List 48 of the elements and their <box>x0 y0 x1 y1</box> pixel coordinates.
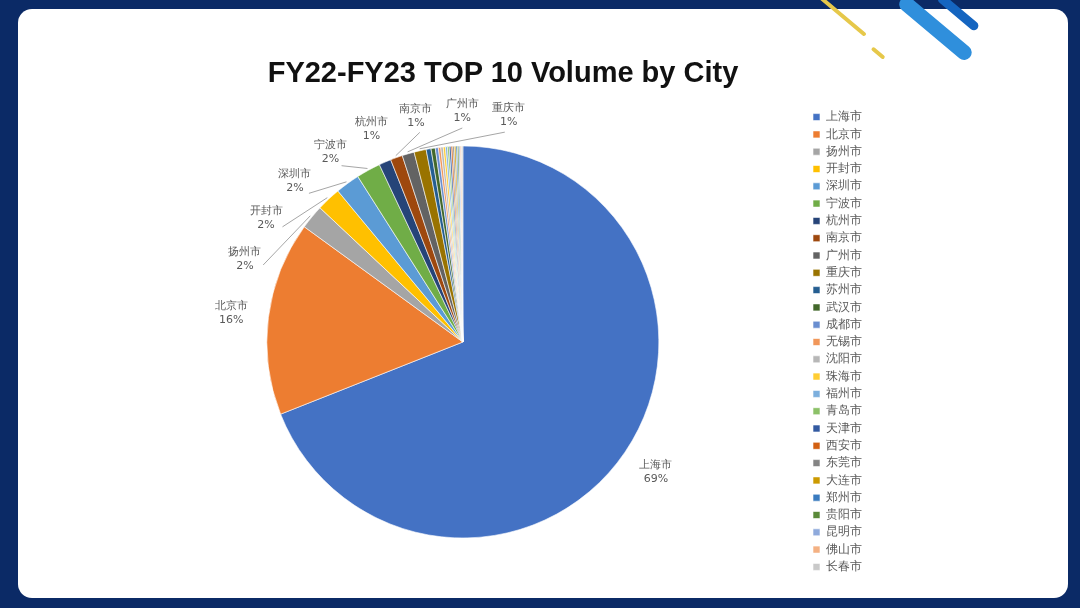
legend-label: 扬州市 <box>826 143 862 158</box>
legend-label: 上海市 <box>826 109 862 124</box>
legend-label: 成都市 <box>826 316 862 331</box>
legend-label: 重庆市 <box>826 264 862 279</box>
legend-label: 天津市 <box>826 420 862 435</box>
legend-label: 沈阳市 <box>826 351 862 366</box>
data-label: 1% <box>499 115 518 129</box>
legend-label: 佛山市 <box>826 541 862 556</box>
data-label: 69% <box>643 471 669 485</box>
legend-label: 开封市 <box>826 161 862 176</box>
legend-label: 北京市 <box>826 126 862 141</box>
data-label: 2% <box>257 217 275 231</box>
slice-label: 扬州市 <box>228 244 262 258</box>
legend-label: 深圳市 <box>826 178 862 193</box>
legend-label: 珠海市 <box>826 368 862 383</box>
legend-label: 福州市 <box>826 386 862 401</box>
legend-label: 广州市 <box>826 247 862 262</box>
slice-label: 广州市 <box>445 96 479 110</box>
legend-label: 苏州市 <box>826 282 862 297</box>
slice-label: 上海市 <box>639 457 673 471</box>
data-label: 2% <box>286 181 304 195</box>
slice-label: 杭州市 <box>353 115 388 129</box>
legend-label: 长春市 <box>826 559 862 574</box>
data-label: 16% <box>218 312 244 326</box>
legend-label: 大连市 <box>826 472 862 487</box>
legend-label: 东莞市 <box>826 455 862 470</box>
legend-label: 杭州市 <box>825 213 862 228</box>
slice-label: 重庆市 <box>492 101 526 115</box>
legend-label: 南京市 <box>826 230 862 245</box>
data-label: 2% <box>321 151 340 165</box>
legend-label: 西安市 <box>826 437 862 452</box>
slice-label: 开封市 <box>249 203 283 217</box>
legend-label: 郑州市 <box>826 489 862 504</box>
slice-label: 宁波市 <box>313 137 347 151</box>
legend-label: 青岛市 <box>826 403 862 418</box>
slice-label: 北京市 <box>214 298 248 312</box>
legend-label: 武汉市 <box>826 299 862 314</box>
data-label: 2% <box>236 258 254 272</box>
data-label: 1% <box>362 129 381 143</box>
data-label: 1% <box>453 110 471 124</box>
legend-label: 无锡市 <box>826 334 862 349</box>
data-label: 1% <box>407 115 425 129</box>
slice-label: 深圳市 <box>278 167 312 181</box>
slice-label: 南京市 <box>399 101 433 115</box>
legend-label: 昆明市 <box>826 524 862 539</box>
legend-label: 宁波市 <box>826 195 862 210</box>
legend-label: 贵阳市 <box>826 507 862 522</box>
chart-title: FY22-FY23 TOP 10 Volume by City <box>266 55 740 90</box>
